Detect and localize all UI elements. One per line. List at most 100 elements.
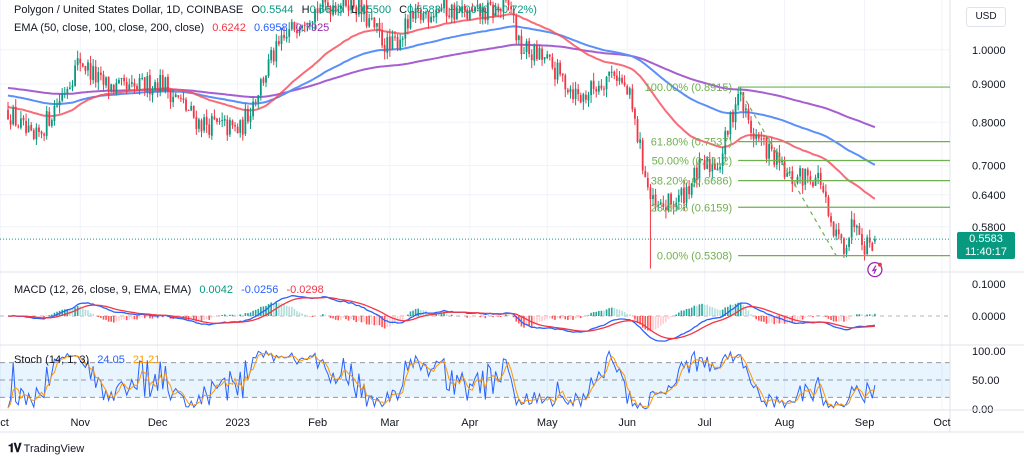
candle-body: [536, 44, 538, 60]
currency-button[interactable]: USD: [966, 7, 1006, 27]
candle-body: [747, 109, 750, 120]
candle-body: [311, 21, 314, 23]
candle-body: [783, 160, 786, 178]
macd-histogram-bar: [391, 316, 394, 325]
candle-body: [172, 96, 175, 103]
macd-histogram-bar: [358, 316, 360, 321]
time-tick-label: Oct: [933, 417, 950, 429]
macd-histogram-bar: [208, 316, 211, 320]
candle-body: [855, 225, 858, 228]
candle-body: [853, 219, 856, 227]
macd-histogram-bar: [141, 316, 143, 318]
macd-histogram-bar: [239, 314, 241, 316]
macd-histogram-bar: [241, 315, 244, 316]
macd-histogram-bar: [734, 303, 737, 316]
main-pane: 100.00% (0.8915) 61.80% (0.7537) 50.00% (0…: [0, 0, 950, 269]
macd-histogram-bar: [711, 307, 714, 316]
macd-histogram-bar: [652, 316, 654, 331]
macd-histogram-bar: [678, 312, 680, 316]
candle-body: [672, 204, 675, 208]
candle-body: [45, 110, 48, 136]
macd-histogram-bar: [582, 316, 585, 317]
tradingview-logo[interactable]: 𝟏𝐕 TradingView: [8, 441, 84, 456]
macd-histogram-bar: [342, 316, 345, 319]
candle-body: [634, 108, 636, 119]
macd-histogram-bar: [203, 316, 205, 321]
candle-body: [138, 78, 141, 90]
candle-body: [566, 89, 569, 93]
candle-body: [231, 120, 234, 126]
candle-body: [74, 65, 76, 87]
macd-histogram-bar: [499, 316, 502, 317]
candle-body: [262, 78, 265, 83]
time-tick-label: Oct: [0, 417, 9, 429]
macd-histogram-bar: [536, 316, 538, 325]
candle-body: [445, 0, 448, 17]
macd-histogram-bar: [154, 316, 156, 318]
macd-histogram-bar: [244, 313, 247, 316]
ema100-value: 0.6958: [253, 22, 288, 34]
candle-body: [244, 109, 247, 134]
candle-body: [419, 10, 422, 20]
candle-body: [53, 105, 56, 121]
macd-histogram-bar: [657, 316, 659, 328]
candle-body: [742, 92, 745, 111]
candle-body: [432, 15, 435, 18]
stoch-tick-label: 100.00: [972, 346, 1006, 358]
macd-histogram-bar: [636, 316, 639, 323]
candle-body: [365, 4, 368, 27]
candle-body: [241, 119, 244, 135]
macd-histogram-bar: [770, 316, 773, 324]
candle-body: [628, 88, 631, 95]
candle-body: [569, 88, 572, 93]
candle-body: [453, 4, 456, 20]
candle-body: [179, 97, 182, 99]
ema200-value: 0.7925: [295, 22, 330, 34]
candle-body: [435, 9, 438, 17]
candle-body: [755, 134, 758, 139]
candle-body: [69, 87, 71, 90]
macd-histogram-bar: [556, 316, 559, 319]
macd-histogram-bar: [809, 316, 812, 318]
candle-body: [773, 149, 776, 165]
candle-body: [525, 41, 528, 53]
candle-body: [107, 76, 110, 92]
candle-body: [370, 18, 373, 20]
candle-body: [737, 94, 740, 106]
macd-histogram-bar: [92, 313, 94, 316]
candle-body: [174, 94, 177, 98]
candle-body: [427, 12, 430, 23]
candle-body: [721, 153, 724, 167]
candle-body: [425, 13, 427, 15]
candle-body: [76, 58, 79, 66]
candle-body: [732, 111, 734, 123]
candle-body: [474, 7, 476, 12]
macd-histogram-bar: [275, 302, 278, 316]
candle-body: [585, 94, 587, 100]
macd-histogram-bar: [43, 316, 45, 318]
candle-body: [99, 72, 102, 75]
macd-histogram-bar: [198, 316, 200, 321]
candle-body: [714, 164, 716, 170]
macd-histogram-bar: [628, 314, 631, 316]
macd-histogram-bar: [572, 316, 574, 320]
candle-body: [577, 89, 580, 95]
candle-body: [665, 207, 667, 211]
macd-histogram-bar: [659, 316, 662, 326]
candle-body: [450, 4, 453, 18]
candle-body: [115, 82, 118, 93]
time-tick-label: Sep: [855, 417, 875, 429]
macd-histogram-bar: [719, 310, 721, 316]
candle-body: [38, 127, 40, 132]
candle-body: [476, 4, 479, 8]
candle-body: [221, 120, 224, 122]
candle-body: [822, 185, 825, 192]
candle-body: [595, 88, 598, 92]
macd-histogram-bar: [89, 313, 92, 316]
candle-body: [422, 13, 425, 21]
candle-body: [32, 130, 35, 139]
macd-histogram-bar: [598, 310, 600, 316]
macd-histogram-bar: [515, 316, 518, 322]
macd-histogram-bar: [481, 316, 484, 317]
